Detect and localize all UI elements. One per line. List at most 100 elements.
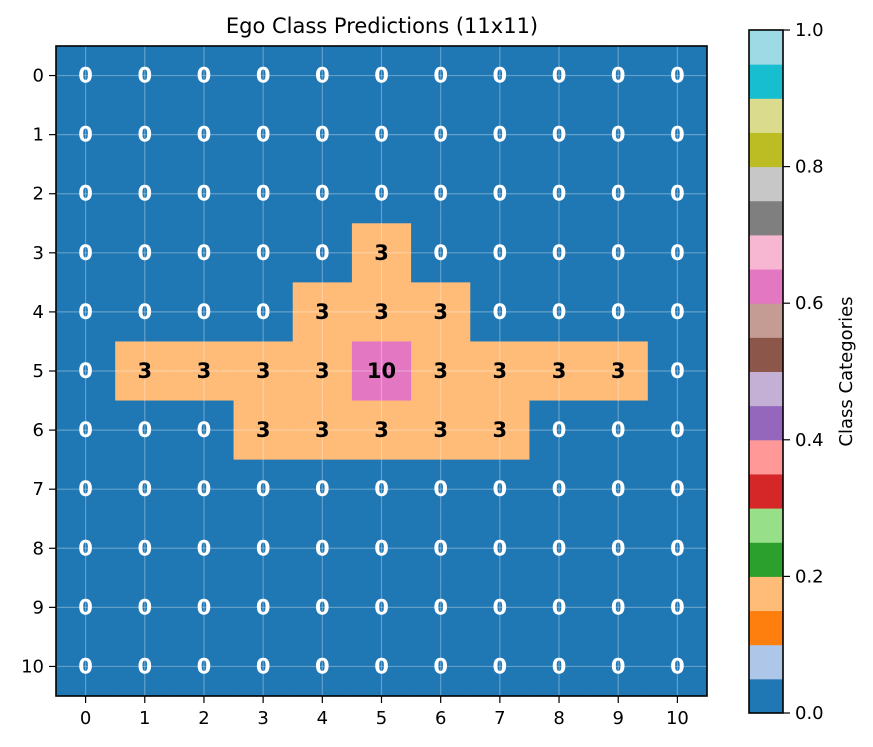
heatmap-cell bbox=[588, 164, 649, 224]
heatmap-cell bbox=[292, 577, 353, 638]
cell-value-label: 3 bbox=[552, 359, 567, 383]
heatmap-cell bbox=[351, 459, 412, 520]
cell-value-label: 0 bbox=[256, 536, 271, 560]
heatmap-cell bbox=[588, 577, 649, 638]
heatmap-cell bbox=[115, 341, 175, 402]
cell-value-label: 0 bbox=[611, 595, 626, 619]
heatmap-cell bbox=[411, 164, 471, 224]
cell-value-label: 0 bbox=[611, 654, 626, 678]
cell-value-label: 0 bbox=[374, 477, 389, 501]
heatmap-cell bbox=[233, 518, 294, 579]
cell-value-label: 0 bbox=[197, 300, 212, 324]
cell-value-label: 0 bbox=[137, 300, 152, 324]
cell-value-label: 3 bbox=[493, 418, 508, 442]
cell-value-label: 0 bbox=[670, 477, 685, 501]
cell-value-label: 0 bbox=[137, 595, 152, 619]
cell-value-label: 0 bbox=[256, 595, 271, 619]
heatmap-cell bbox=[411, 341, 471, 402]
heatmap-cell bbox=[529, 577, 590, 638]
heatmap-cell bbox=[115, 636, 175, 697]
cell-value-label: 0 bbox=[493, 477, 508, 501]
heatmap-cell bbox=[529, 636, 590, 697]
y-tick-label: 2 bbox=[33, 184, 44, 205]
cell-value-label: 0 bbox=[78, 418, 93, 442]
heatmap-cell bbox=[529, 518, 590, 579]
heatmap-cell bbox=[647, 223, 708, 283]
cell-value-label: 0 bbox=[197, 654, 212, 678]
heatmap-cell bbox=[588, 341, 649, 402]
x-tick-label: 1 bbox=[139, 708, 150, 729]
heatmap-cell bbox=[411, 282, 471, 342]
heatmap-cell bbox=[56, 459, 116, 520]
colorbar-tick-label: 0.8 bbox=[795, 157, 824, 178]
heatmap-cell bbox=[292, 400, 353, 461]
cell-value-label: 0 bbox=[493, 182, 508, 206]
cell-value-label: 0 bbox=[670, 418, 685, 442]
heatmap-cell bbox=[115, 223, 175, 283]
cell-value-label: 0 bbox=[552, 64, 567, 88]
heatmap-cell bbox=[588, 46, 649, 106]
heatmap-cell bbox=[351, 636, 412, 697]
heatmap-cell bbox=[292, 223, 353, 283]
heatmap-cell bbox=[351, 577, 412, 638]
heatmap-cell bbox=[115, 577, 175, 638]
heatmap-cell bbox=[233, 341, 294, 402]
cell-value-label: 0 bbox=[137, 536, 152, 560]
x-axis-ticks: 0 1 2 3 4 5 6 7 8 9 10 bbox=[80, 696, 689, 729]
heatmap-cell bbox=[647, 282, 708, 342]
colorbar-segment bbox=[749, 30, 783, 65]
colorbar-segment bbox=[749, 678, 783, 714]
heatmap-cell bbox=[470, 577, 530, 638]
heatmap-cell bbox=[647, 105, 708, 165]
cell-value-label: 3 bbox=[315, 418, 330, 442]
heatmap-cell bbox=[411, 400, 471, 461]
cell-value-label: 0 bbox=[374, 654, 389, 678]
heatmap-cell bbox=[470, 223, 530, 283]
cell-value-label: 0 bbox=[670, 123, 685, 147]
cell-value-label: 0 bbox=[374, 123, 389, 147]
cell-value-label: 0 bbox=[670, 536, 685, 560]
heatmap-cell bbox=[529, 400, 590, 461]
cell-value-label: 0 bbox=[137, 418, 152, 442]
heatmap-cell bbox=[56, 341, 116, 402]
cell-value-label: 0 bbox=[315, 477, 330, 501]
y-tick-label: 3 bbox=[33, 243, 44, 264]
cell-value-label: 0 bbox=[433, 64, 448, 88]
heatmap-cell bbox=[233, 223, 294, 283]
colorbar-segment bbox=[749, 234, 783, 270]
heatmap-cell bbox=[647, 636, 708, 697]
cell-value-label: 0 bbox=[197, 477, 212, 501]
heatmap-cell bbox=[292, 459, 353, 520]
cell-value-label: 0 bbox=[670, 241, 685, 265]
heatmap-cell bbox=[56, 518, 116, 579]
cell-value-label: 3 bbox=[197, 359, 212, 383]
cell-value-label: 0 bbox=[670, 359, 685, 383]
cell-value-label: 0 bbox=[78, 300, 93, 324]
cell-value-label: 0 bbox=[611, 418, 626, 442]
heatmap-cell bbox=[351, 341, 412, 402]
x-tick-label: 6 bbox=[435, 708, 446, 729]
colorbar bbox=[749, 30, 783, 714]
colorbar-segment bbox=[749, 132, 783, 168]
heatmap-cell bbox=[292, 282, 353, 342]
cell-value-label: 0 bbox=[256, 64, 271, 88]
colorbar-tick-label: 0.4 bbox=[795, 430, 824, 451]
heatmap-cell bbox=[56, 46, 116, 106]
heatmap-cell bbox=[174, 400, 235, 461]
cell-value-label: 0 bbox=[137, 477, 152, 501]
colorbar-segment bbox=[749, 508, 783, 543]
cell-value-label: 0 bbox=[552, 418, 567, 442]
cell-value-label: 0 bbox=[433, 477, 448, 501]
cell-value-label: 0 bbox=[374, 536, 389, 560]
heatmap-cell bbox=[470, 46, 530, 106]
cell-value-label: 0 bbox=[78, 123, 93, 147]
cell-value-label: 0 bbox=[493, 654, 508, 678]
colorbar-frame bbox=[748, 29, 784, 714]
heatmap-cell bbox=[233, 400, 294, 461]
y-tick-label: 10 bbox=[21, 656, 44, 677]
heatmap-cell bbox=[647, 518, 708, 579]
cell-value-label: 0 bbox=[493, 123, 508, 147]
y-tick-label: 1 bbox=[33, 125, 44, 146]
colorbar-segment bbox=[749, 337, 783, 372]
heatmap-cell bbox=[351, 223, 412, 283]
